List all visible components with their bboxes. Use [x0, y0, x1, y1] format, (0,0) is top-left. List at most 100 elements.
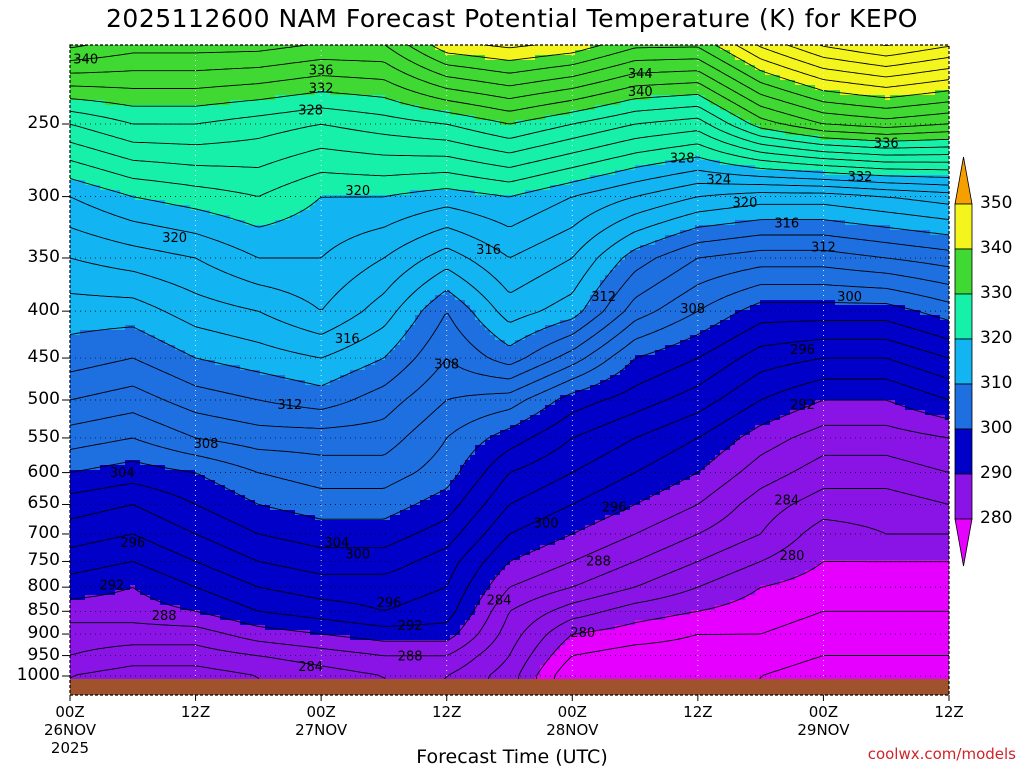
- colorbar-segment-1: [954, 203, 973, 250]
- y-tick-label: 450: [8, 347, 60, 367]
- y-tick-label: 350: [8, 247, 60, 267]
- contour-label: 288: [152, 609, 177, 624]
- colorbar-label: 320: [980, 328, 1012, 348]
- contour-label: 300: [534, 516, 559, 531]
- colorbar: [954, 156, 973, 567]
- colorbar-segment-8: [954, 518, 973, 567]
- x-tick-label: 00Z: [291, 703, 351, 721]
- y-tick-label: 700: [8, 523, 60, 543]
- grid-lines: [70, 45, 949, 695]
- contour-label: 336: [874, 137, 899, 152]
- x-tick-date: 28NOV: [542, 721, 602, 739]
- y-tick-label: 250: [8, 113, 60, 133]
- contour-label: 292: [790, 398, 815, 413]
- x-tick-label: 12Z: [668, 703, 728, 721]
- colorbar-segment-2: [954, 248, 973, 295]
- contour-label: 288: [398, 650, 423, 665]
- y-tick-label: 550: [8, 427, 60, 447]
- contour-label: 308: [434, 357, 459, 372]
- y-tick-label: 400: [8, 300, 60, 320]
- x-tick-year: 2025: [40, 739, 100, 757]
- terrain-strip: [70, 679, 949, 695]
- y-tick-label: 850: [8, 600, 60, 620]
- contour-label: 308: [680, 302, 705, 317]
- contour-label: 312: [811, 240, 836, 255]
- colorbar-segment-7: [954, 473, 973, 520]
- contour-label: 292: [398, 619, 423, 634]
- credit-link[interactable]: coolwx.com/models: [868, 745, 1016, 763]
- contour-label: 280: [570, 626, 595, 641]
- contour-label: 316: [774, 216, 799, 231]
- contour-label: 296: [602, 500, 627, 515]
- x-tick-label: 00Z: [542, 703, 602, 721]
- contour-label: 284: [487, 593, 512, 608]
- contour-label: 324: [706, 173, 731, 188]
- colorbar-segment-5: [954, 383, 973, 430]
- contour-label: 344: [628, 67, 653, 82]
- chart-title: 2025112600 NAM Forecast Potential Temper…: [0, 4, 1024, 33]
- contour-label: 296: [120, 536, 145, 551]
- x-tick-date: 27NOV: [291, 721, 351, 739]
- y-tick-label: 900: [8, 623, 60, 643]
- y-tick-label: 750: [8, 550, 60, 570]
- x-tick-label: 12Z: [417, 703, 477, 721]
- contour-label: 308: [194, 437, 219, 452]
- contour-label: 304: [110, 466, 135, 481]
- contour-label: 332: [848, 170, 873, 185]
- contour-label: 300: [837, 290, 862, 305]
- colorbar-segment-3: [954, 293, 973, 340]
- colorbar-segment-4: [954, 338, 973, 385]
- x-tick-label: 00Z: [793, 703, 853, 721]
- y-tick-label: 950: [8, 645, 60, 665]
- y-tick-label: 500: [8, 389, 60, 409]
- contour-label: 320: [162, 231, 187, 246]
- contour-label: 316: [476, 243, 501, 258]
- x-tick-label: 00Z: [40, 703, 100, 721]
- y-tick-label: 1000: [8, 665, 60, 685]
- theta-field: [70, 45, 949, 695]
- axis-ticks: [62, 123, 950, 701]
- contour-label: 328: [670, 152, 695, 167]
- contour-label: 304: [324, 536, 349, 551]
- y-tick-label: 300: [8, 186, 60, 206]
- contour-labels: 3403363323283443403363283323243203163203…: [73, 52, 898, 675]
- contour-label: 312: [591, 290, 616, 305]
- contour-label: 340: [73, 52, 98, 67]
- contour-label: 292: [99, 579, 124, 594]
- contour-label: 296: [377, 596, 402, 611]
- y-tick-label: 600: [8, 462, 60, 482]
- x-tick-date: 26NOV: [40, 721, 100, 739]
- x-axis-title: Forecast Time (UTC): [0, 746, 1024, 768]
- y-tick-label: 650: [8, 493, 60, 513]
- contour-label: 284: [774, 494, 799, 509]
- x-tick-date: 29NOV: [793, 721, 853, 739]
- contour-label: 300: [345, 547, 370, 562]
- colorbar-label: 330: [980, 283, 1012, 303]
- contour-label: 332: [309, 81, 334, 96]
- x-tick-label: 12Z: [919, 703, 979, 721]
- colorbar-label: 300: [980, 418, 1012, 438]
- contour-label: 316: [335, 332, 360, 347]
- contour-label: 320: [733, 196, 758, 211]
- contour-label: 284: [298, 660, 323, 675]
- contour-label: 296: [790, 343, 815, 358]
- colorbar-label: 290: [980, 463, 1012, 483]
- colorbar-label: 280: [980, 508, 1012, 528]
- colorbar-segment-6: [954, 428, 973, 475]
- contour-label: 336: [309, 63, 334, 78]
- contour-label: 340: [628, 85, 653, 100]
- contour-label: 328: [298, 103, 323, 118]
- plot-frame: [69, 44, 950, 696]
- contour-label: 280: [780, 549, 805, 564]
- contour-label: 320: [345, 184, 370, 199]
- contour-label: 288: [586, 554, 611, 569]
- colorbar-label: 340: [980, 238, 1012, 258]
- ground-strip: [70, 679, 949, 695]
- colorbar-label: 350: [980, 193, 1012, 213]
- x-tick-label: 12Z: [166, 703, 226, 721]
- contour-label: 312: [277, 398, 302, 413]
- y-tick-label: 800: [8, 576, 60, 596]
- colorbar-label: 310: [980, 373, 1012, 393]
- colorbar-segment-0: [954, 156, 973, 205]
